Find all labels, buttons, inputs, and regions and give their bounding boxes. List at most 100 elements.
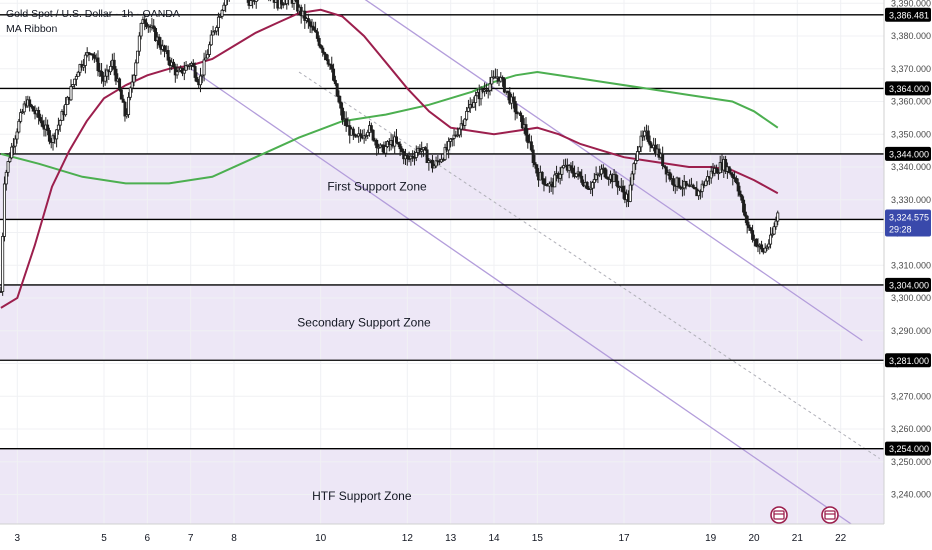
candle-body: [603, 167, 607, 178]
candle: [166, 45, 170, 66]
candle-body: [315, 31, 319, 39]
candle-body: [734, 177, 738, 184]
candle-body: [152, 25, 156, 29]
candle-body: [213, 30, 217, 33]
candle: [290, 0, 294, 8]
economic-event-icon[interactable]: [821, 506, 839, 524]
indicator-legend[interactable]: MA Ribbon: [6, 23, 58, 35]
candle-body: [569, 165, 573, 169]
candle: [17, 118, 21, 134]
candle-body: [323, 52, 327, 55]
candle-body: [657, 148, 661, 158]
candle: [641, 130, 645, 142]
candle-body: [621, 185, 625, 193]
candle: [310, 18, 314, 34]
candle-body: [220, 9, 224, 17]
candle-body: [31, 106, 35, 112]
candle: [769, 227, 773, 249]
candle: [490, 70, 494, 92]
candle-body: [754, 238, 758, 247]
candle: [770, 227, 774, 238]
candle: [434, 156, 438, 169]
candle: [209, 29, 213, 46]
candle-body: [321, 47, 325, 53]
candle-body: [69, 86, 73, 101]
candle: [524, 117, 528, 142]
candle-body: [137, 35, 141, 52]
candle-body: [92, 54, 96, 59]
candle-body: [738, 190, 742, 196]
candle: [616, 175, 620, 195]
candle: [100, 63, 104, 84]
candle: [83, 52, 87, 74]
candle: [114, 66, 118, 86]
candle-body: [209, 34, 213, 46]
level-price-tag: 3,304.000: [885, 277, 931, 292]
candle-body: [218, 15, 222, 18]
candle-body: [274, 0, 278, 3]
candle-body: [691, 184, 695, 188]
candle: [87, 51, 91, 62]
candle: [661, 146, 665, 170]
candle: [734, 175, 738, 185]
candle: [531, 145, 535, 168]
candle: [279, 0, 283, 10]
candle-body: [353, 133, 357, 137]
candle: [501, 75, 505, 87]
candle: [321, 45, 325, 57]
candle-body: [474, 95, 478, 103]
price-tick-label: 3,240.000: [891, 490, 931, 500]
candle: [506, 90, 510, 101]
candle-body: [531, 149, 535, 164]
candle: [585, 181, 589, 190]
candle-body: [635, 151, 639, 161]
candle: [486, 88, 490, 99]
candle: [272, 0, 276, 9]
candle: [520, 115, 524, 130]
candle: [326, 54, 330, 67]
candle-body: [105, 69, 109, 77]
candle-body: [770, 233, 774, 236]
candle: [323, 51, 327, 61]
candle-body: [430, 159, 434, 169]
candle-body: [123, 101, 127, 117]
candle-body: [87, 52, 91, 55]
candle: [377, 143, 381, 154]
candle: [74, 73, 78, 86]
descending-channel: [190, 0, 881, 545]
candle: [474, 91, 478, 111]
candle: [339, 95, 343, 116]
symbol-title[interactable]: Gold Spot / U.S. Dollar · 1h · OANDA: [6, 8, 180, 20]
candle: [193, 62, 197, 82]
candle: [20, 108, 24, 114]
level-tag-bg: [885, 81, 931, 96]
candle: [369, 122, 373, 133]
price-tick-label: 3,330.000: [891, 195, 931, 205]
candle: [134, 59, 138, 80]
candle: [643, 126, 647, 141]
candle: [220, 9, 224, 20]
candle-body: [82, 65, 86, 68]
time-axis[interactable]: [0, 524, 932, 550]
level-price-tag: 3,281.000: [885, 353, 931, 368]
candle: [547, 181, 551, 193]
candle-body: [8, 157, 12, 162]
candle: [204, 50, 208, 61]
candle: [684, 180, 688, 190]
candle-body: [639, 135, 643, 148]
candle-body: [139, 23, 143, 37]
candle: [121, 94, 125, 103]
candle-body: [614, 174, 618, 182]
candle: [756, 238, 760, 253]
time-tick-label: 3: [15, 533, 21, 544]
candle-body: [605, 176, 609, 179]
economic-event-icon[interactable]: [770, 506, 788, 524]
candle-body: [4, 171, 8, 185]
candle-body: [83, 54, 87, 66]
price-tick-label: 3,270.000: [891, 391, 931, 401]
candle-body: [405, 155, 409, 159]
candle: [157, 34, 161, 48]
candle-body: [466, 107, 470, 112]
candle-body: [693, 187, 697, 190]
